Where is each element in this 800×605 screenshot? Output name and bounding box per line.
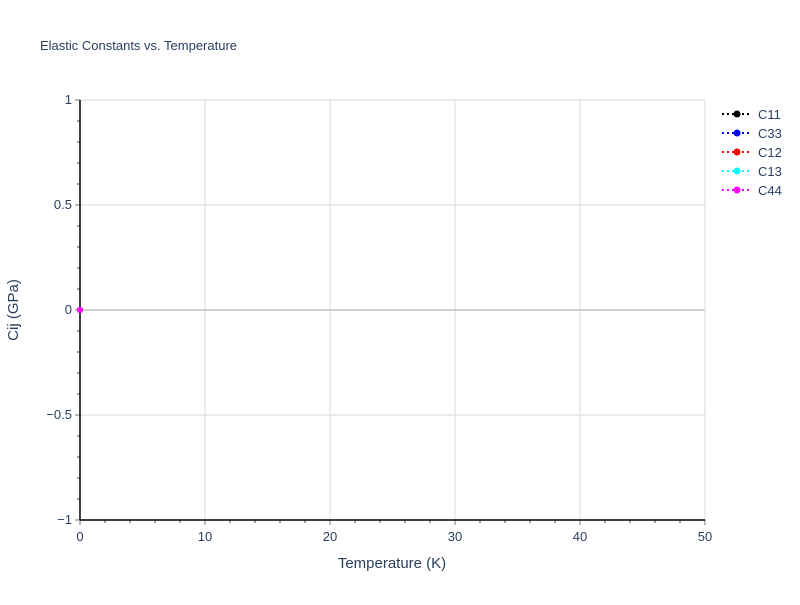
x-tick-label: 0 <box>76 529 83 544</box>
legend-marker <box>733 110 741 118</box>
y-axis-label: Cij (GPa) <box>5 279 22 341</box>
y-tick-label: 0.5 <box>54 197 72 212</box>
data-marks <box>77 307 83 313</box>
legend-item-c33[interactable]: C33 <box>722 126 782 141</box>
legend-marker <box>733 148 741 156</box>
x-axis-label: Temperature (K) <box>338 555 446 572</box>
legend-item-c44[interactable]: C44 <box>722 183 782 198</box>
legend-item-c12[interactable]: C12 <box>722 145 782 160</box>
axes: 0 10 20 30 40 50 −1 −0.5 0 0.5 1 <box>46 92 712 544</box>
y-tick-label: −0.5 <box>46 407 72 422</box>
grid <box>80 99 706 520</box>
x-tick-label: 40 <box>573 529 587 544</box>
legend-marker <box>733 186 741 194</box>
chart-title: Elastic Constants vs. Temperature <box>40 38 237 53</box>
legend-label: C12 <box>758 145 782 160</box>
data-point-c44 <box>77 307 83 313</box>
legend-marker <box>733 129 741 137</box>
legend[interactable]: C11 C33 C12 C13 C44 <box>722 107 782 198</box>
legend-label: C44 <box>758 183 782 198</box>
legend-item-c11[interactable]: C11 <box>722 107 781 122</box>
x-tick-label: 10 <box>198 529 212 544</box>
legend-label: C11 <box>758 107 781 122</box>
legend-marker <box>733 167 741 175</box>
x-tick-label: 50 <box>698 529 712 544</box>
y-tick-label: 1 <box>65 92 72 107</box>
x-tick-label: 20 <box>323 529 337 544</box>
x-tick-label: 30 <box>448 529 462 544</box>
y-tick-label: −1 <box>57 512 72 527</box>
legend-label: C33 <box>758 126 782 141</box>
legend-label: C13 <box>758 164 782 179</box>
y-tick-label: 0 <box>65 302 72 317</box>
legend-item-c13[interactable]: C13 <box>722 164 782 179</box>
